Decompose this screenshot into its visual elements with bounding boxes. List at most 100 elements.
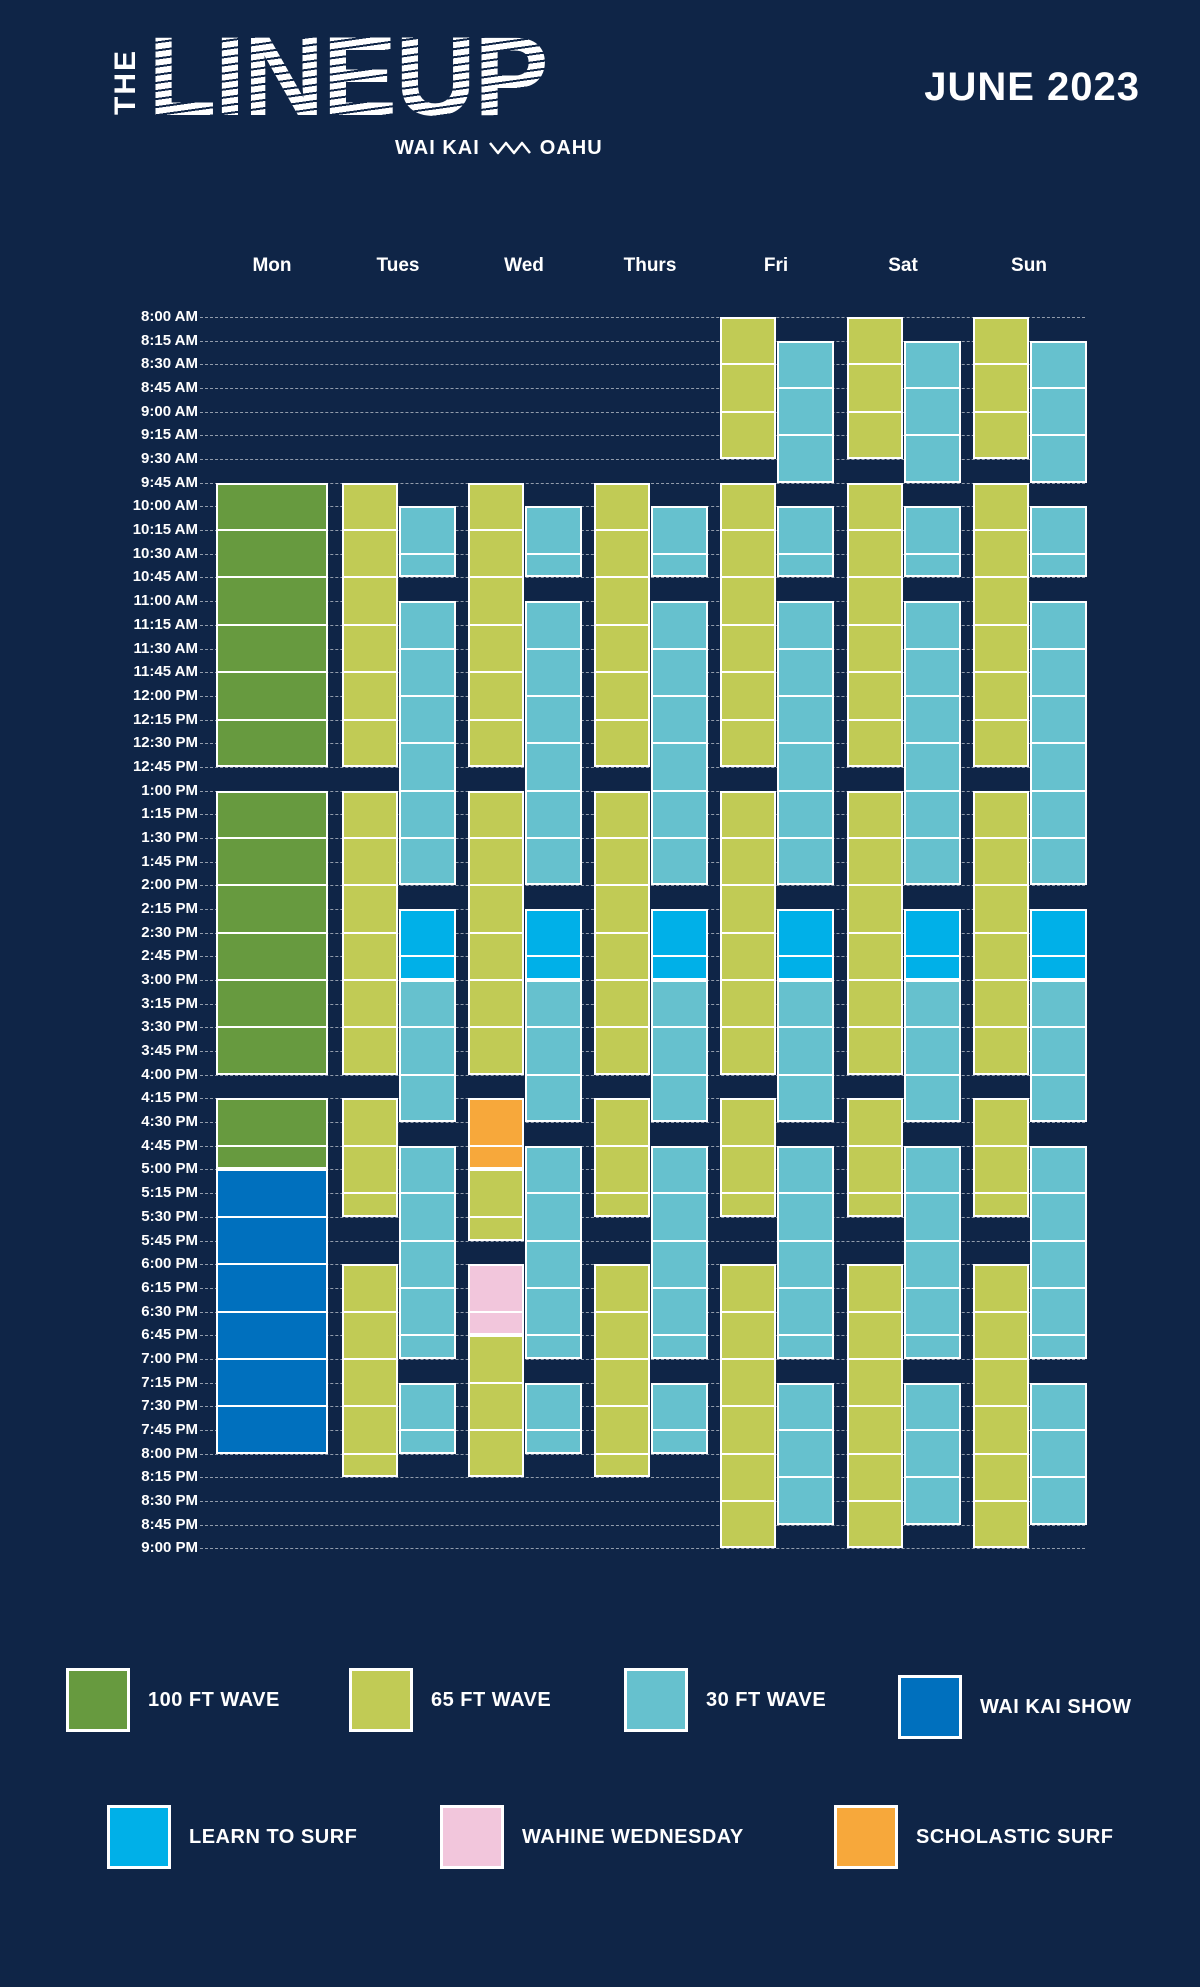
- session-block-30ft[interactable]: [399, 601, 456, 886]
- slot-divider: [722, 884, 774, 887]
- session-block-learn[interactable]: [525, 909, 582, 981]
- session-block-65ft[interactable]: [847, 1098, 903, 1217]
- slot-divider: [470, 1026, 522, 1029]
- slot-divider: [653, 1428, 706, 1431]
- session-block-30ft[interactable]: [777, 601, 834, 886]
- session-block-show[interactable]: [216, 1169, 328, 1454]
- slot-divider: [779, 434, 832, 437]
- session-block-30ft[interactable]: [904, 1145, 961, 1359]
- session-block-30ft[interactable]: [904, 340, 961, 483]
- session-block-learn[interactable]: [1030, 909, 1087, 981]
- slot-divider: [1032, 955, 1085, 958]
- slot-divider: [722, 623, 774, 626]
- session-block-30ft[interactable]: [651, 506, 708, 578]
- session-block-100ft[interactable]: [216, 790, 328, 1075]
- session-block-65ft[interactable]: [973, 317, 1029, 460]
- slot-divider: [906, 694, 959, 697]
- session-block-65ft[interactable]: [594, 790, 650, 1075]
- slot-divider: [218, 671, 326, 674]
- session-block-30ft[interactable]: [1030, 980, 1087, 1123]
- session-block-scholastic[interactable]: [468, 1098, 524, 1170]
- session-block-65ft[interactable]: [594, 1098, 650, 1217]
- session-block-30ft[interactable]: [525, 1145, 582, 1359]
- session-block-65ft[interactable]: [468, 1335, 524, 1478]
- legend-item-learn: LEARN TO SURF: [107, 1802, 357, 1872]
- session-block-65ft[interactable]: [342, 1098, 398, 1217]
- session-block-30ft[interactable]: [1030, 601, 1087, 886]
- session-block-learn[interactable]: [777, 909, 834, 981]
- session-block-30ft[interactable]: [777, 506, 834, 578]
- session-block-30ft[interactable]: [651, 601, 708, 886]
- session-block-65ft[interactable]: [973, 790, 1029, 1075]
- session-block-30ft[interactable]: [1030, 1382, 1087, 1525]
- session-block-100ft[interactable]: [216, 482, 328, 767]
- session-block-30ft[interactable]: [651, 1382, 708, 1454]
- session-block-65ft[interactable]: [720, 1098, 776, 1217]
- session-block-65ft[interactable]: [468, 482, 524, 767]
- session-block-30ft[interactable]: [525, 601, 582, 886]
- session-block-65ft[interactable]: [342, 790, 398, 1075]
- session-block-65ft[interactable]: [720, 482, 776, 767]
- session-block-30ft[interactable]: [777, 980, 834, 1123]
- session-block-65ft[interactable]: [594, 1264, 650, 1478]
- session-block-30ft[interactable]: [399, 1382, 456, 1454]
- session-block-65ft[interactable]: [847, 317, 903, 460]
- session-block-65ft[interactable]: [720, 790, 776, 1075]
- slot-divider: [596, 1357, 648, 1360]
- slot-divider: [906, 1334, 959, 1337]
- session-block-30ft[interactable]: [525, 980, 582, 1123]
- session-block-30ft[interactable]: [525, 506, 582, 578]
- session-block-65ft[interactable]: [973, 1264, 1029, 1549]
- session-block-65ft[interactable]: [847, 790, 903, 1075]
- session-block-65ft[interactable]: [847, 482, 903, 767]
- session-block-30ft[interactable]: [651, 1145, 708, 1359]
- session-block-65ft[interactable]: [720, 317, 776, 460]
- time-label: 5:45 PM: [141, 1231, 198, 1249]
- slot-divider: [975, 1026, 1027, 1029]
- session-block-65ft[interactable]: [468, 790, 524, 1075]
- session-block-65ft[interactable]: [847, 1264, 903, 1549]
- slot-divider: [849, 979, 901, 982]
- session-block-learn[interactable]: [651, 909, 708, 981]
- session-block-30ft[interactable]: [1030, 506, 1087, 578]
- session-block-65ft[interactable]: [594, 482, 650, 767]
- session-block-30ft[interactable]: [399, 506, 456, 578]
- slot-divider: [779, 647, 832, 650]
- slot-divider: [906, 1286, 959, 1289]
- time-label: 5:15 PM: [141, 1184, 198, 1202]
- session-block-30ft[interactable]: [777, 1382, 834, 1525]
- slot-divider: [401, 742, 454, 745]
- session-block-65ft[interactable]: [973, 1098, 1029, 1217]
- slot-divider: [1032, 1239, 1085, 1242]
- session-block-65ft[interactable]: [468, 1169, 524, 1241]
- session-block-30ft[interactable]: [1030, 340, 1087, 483]
- session-block-65ft[interactable]: [720, 1264, 776, 1549]
- month-title: JUNE 2023: [924, 65, 1140, 109]
- session-block-65ft[interactable]: [342, 482, 398, 767]
- session-block-30ft[interactable]: [399, 1145, 456, 1359]
- session-block-30ft[interactable]: [1030, 1145, 1087, 1359]
- session-block-wahine[interactable]: [468, 1264, 524, 1336]
- session-block-30ft[interactable]: [777, 340, 834, 483]
- session-block-30ft[interactable]: [525, 1382, 582, 1454]
- session-block-65ft[interactable]: [973, 482, 1029, 767]
- session-block-30ft[interactable]: [904, 980, 961, 1123]
- session-block-65ft[interactable]: [342, 1264, 398, 1478]
- time-label: 6:30 PM: [141, 1302, 198, 1320]
- session-block-30ft[interactable]: [651, 980, 708, 1123]
- time-label: 11:30 AM: [133, 639, 198, 657]
- session-block-100ft[interactable]: [216, 1098, 328, 1170]
- slot-divider: [596, 1405, 648, 1408]
- slot-divider: [653, 1334, 706, 1337]
- slot-divider: [218, 1357, 326, 1360]
- session-block-30ft[interactable]: [904, 506, 961, 578]
- session-block-learn[interactable]: [904, 909, 961, 981]
- slot-divider: [779, 1239, 832, 1242]
- session-block-30ft[interactable]: [777, 1145, 834, 1359]
- slot-divider: [849, 931, 901, 934]
- session-block-30ft[interactable]: [904, 1382, 961, 1525]
- session-block-30ft[interactable]: [399, 980, 456, 1123]
- session-block-30ft[interactable]: [904, 601, 961, 886]
- time-label: 1:45 PM: [141, 852, 198, 870]
- session-block-learn[interactable]: [399, 909, 456, 981]
